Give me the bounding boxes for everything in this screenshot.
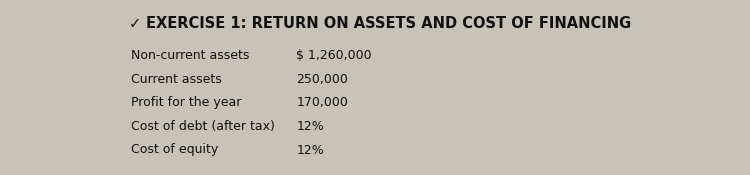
- Text: 250,000: 250,000: [296, 73, 348, 86]
- Text: EXERCISE 1: RETURN ON ASSETS AND COST OF FINANCING: EXERCISE 1: RETURN ON ASSETS AND COST OF…: [146, 16, 632, 31]
- Text: 170,000: 170,000: [296, 96, 348, 109]
- Text: 12%: 12%: [296, 120, 324, 133]
- Text: Profit for the year: Profit for the year: [131, 96, 242, 109]
- Text: Current assets: Current assets: [131, 73, 222, 86]
- Text: $ 1,260,000: $ 1,260,000: [296, 49, 372, 62]
- Text: ✓: ✓: [129, 16, 141, 31]
- Text: Cost of equity: Cost of equity: [131, 144, 218, 156]
- Text: 12%: 12%: [296, 144, 324, 156]
- Text: Non-current assets: Non-current assets: [131, 49, 250, 62]
- Text: Cost of debt (after tax): Cost of debt (after tax): [131, 120, 275, 133]
